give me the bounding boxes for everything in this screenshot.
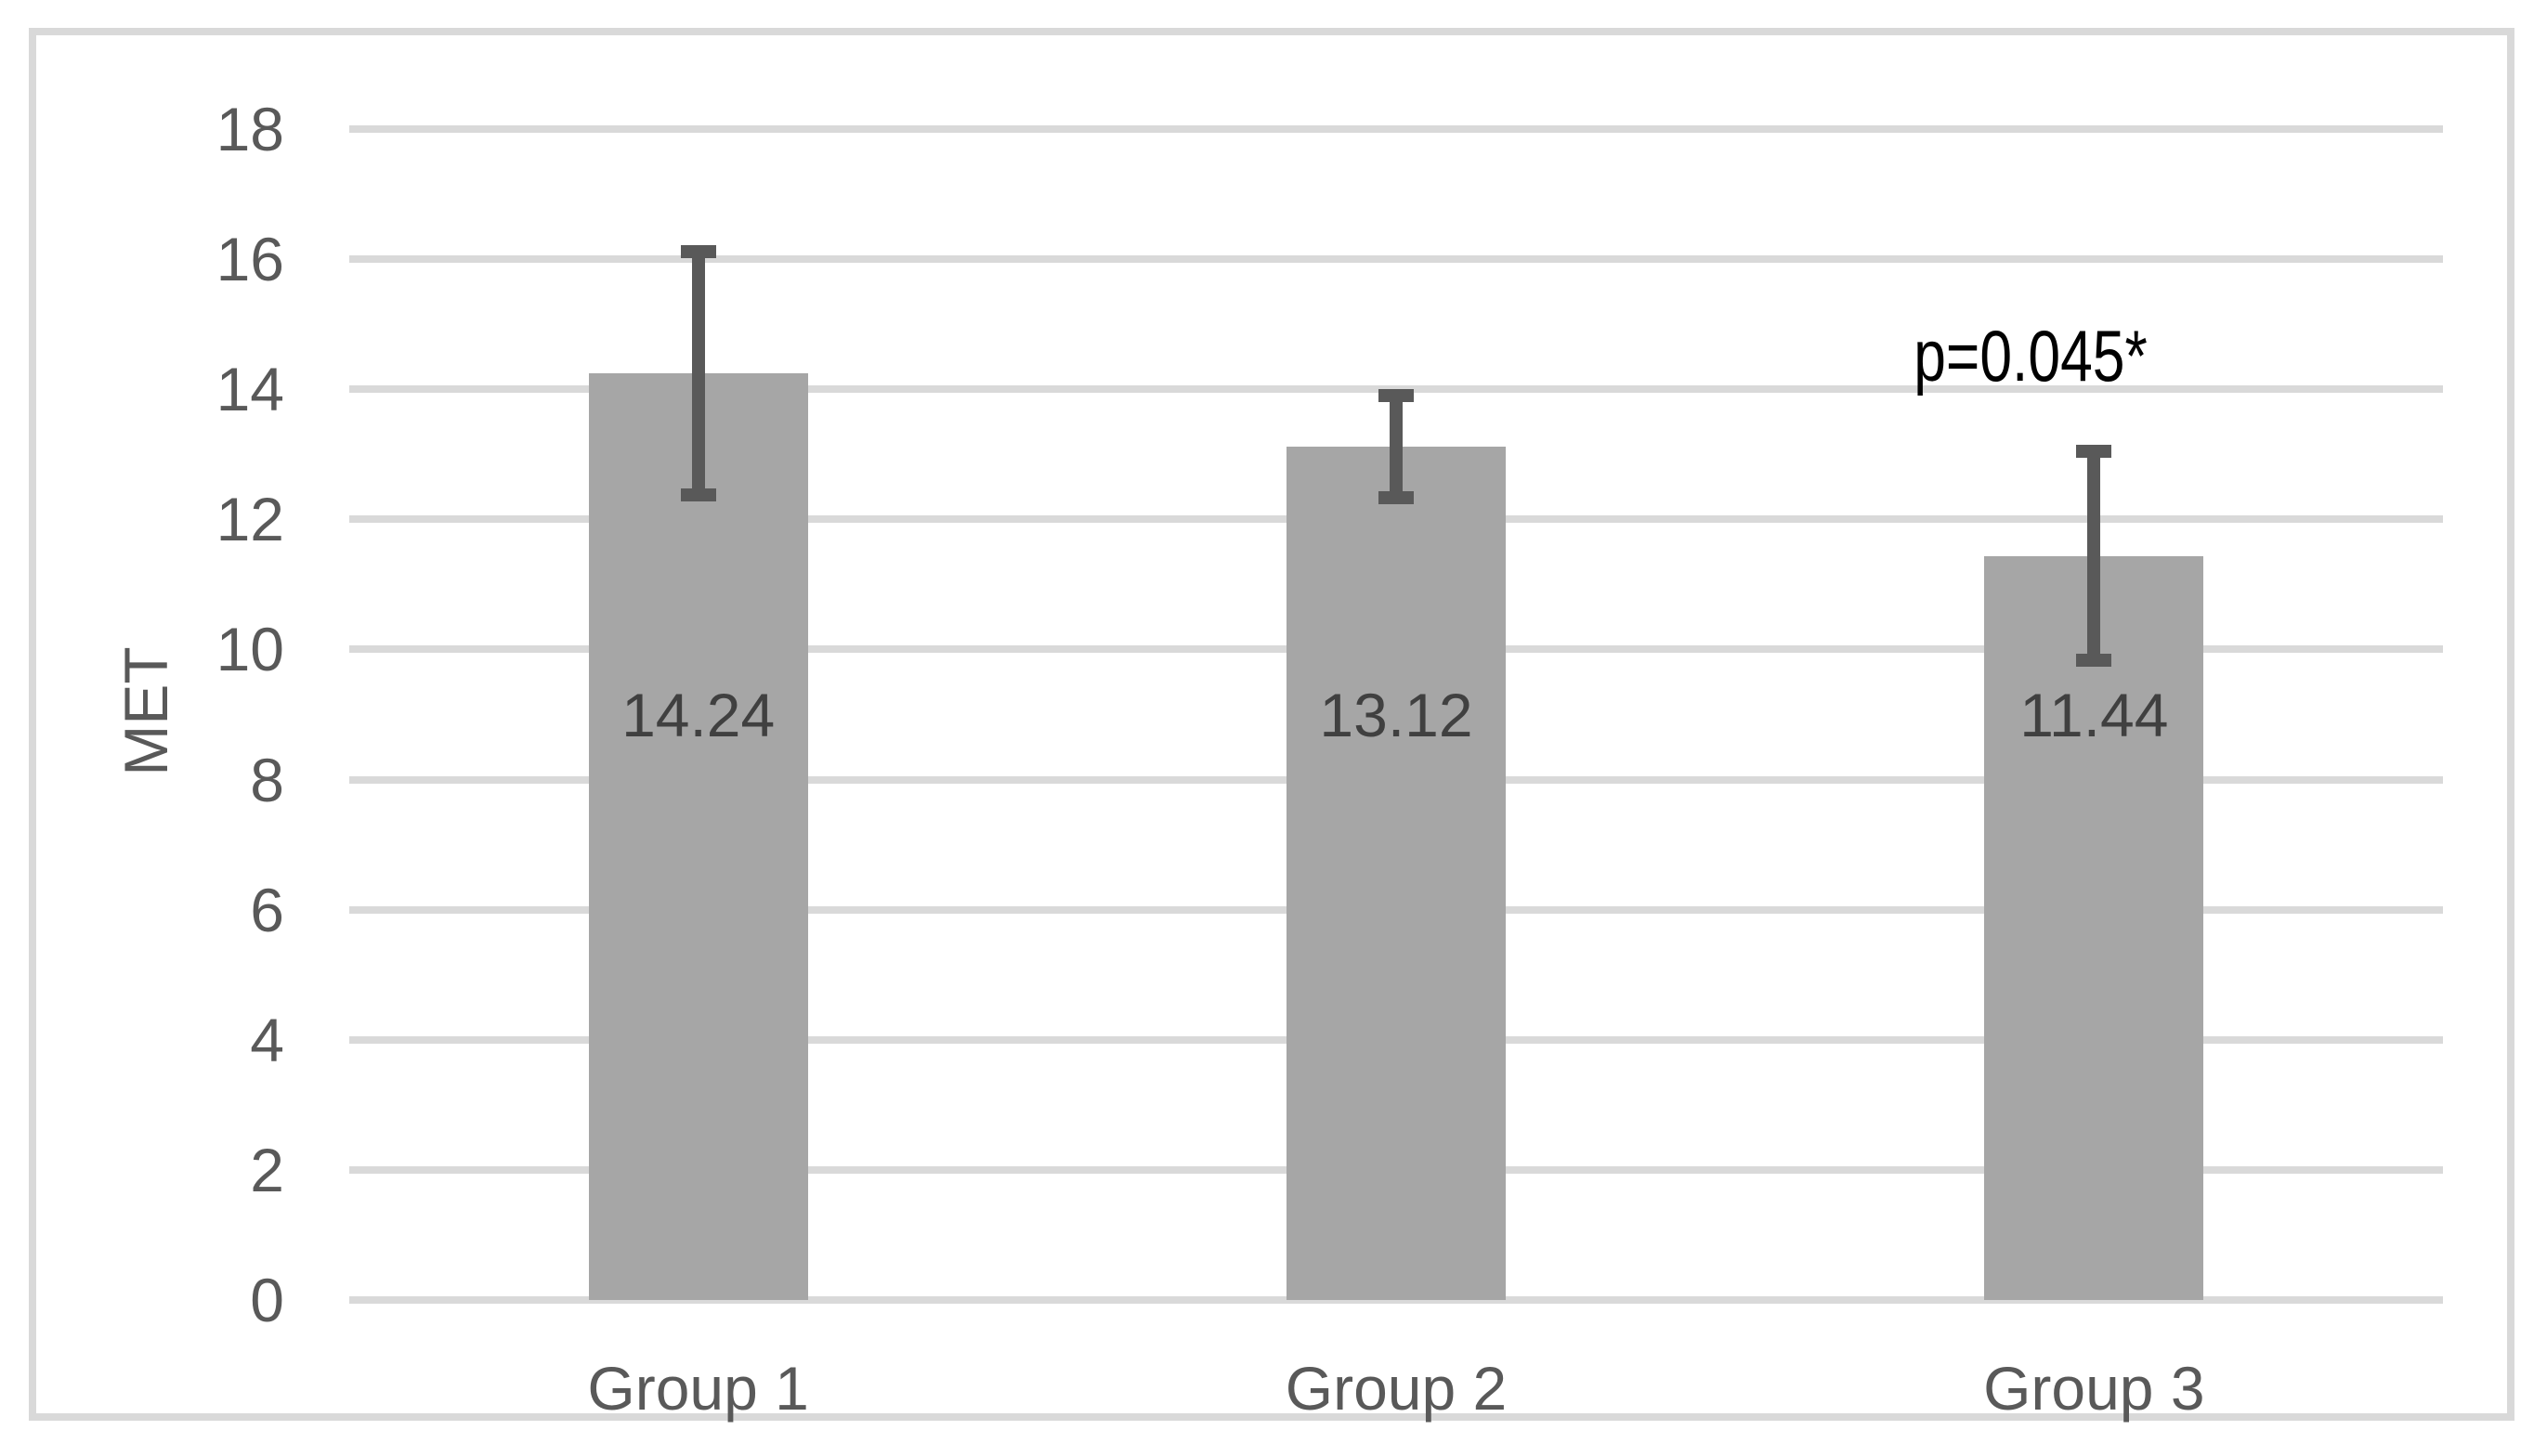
y-axis-title: MET (111, 646, 180, 776)
x-category-label: Group 3 (1983, 1354, 2205, 1423)
y-tick-label: 16 (216, 225, 284, 294)
y-tick-label: 4 (250, 1005, 284, 1074)
x-category-label: Group 1 (587, 1354, 809, 1423)
y-tick-label: 10 (216, 615, 284, 684)
error-bar-cap (680, 245, 716, 259)
gridline (349, 255, 2443, 264)
y-tick-label: 0 (250, 1266, 284, 1334)
x-axis-line (349, 1296, 2443, 1304)
error-bar-line (1390, 396, 1403, 498)
gridline (349, 125, 2443, 133)
error-bar-cap (1378, 490, 1414, 504)
bar-value-label: 11.44 (2019, 681, 2169, 749)
error-bar-cap (2076, 445, 2112, 459)
p-value-annotation: p=0.045* (1914, 315, 2148, 396)
y-tick-label: 8 (250, 745, 284, 814)
error-bar-cap (680, 488, 716, 502)
bar-group-1 (588, 373, 808, 1300)
error-bar-cap (2076, 653, 2112, 667)
error-bar-line (691, 252, 705, 496)
y-tick-label: 2 (250, 1135, 284, 1204)
error-bar-cap (1378, 389, 1414, 403)
x-category-label: Group 2 (1285, 1354, 1508, 1423)
y-tick-label: 18 (216, 95, 284, 163)
y-tick-label: 12 (216, 485, 284, 554)
bar-group-2 (1287, 446, 1506, 1300)
bar-group-3 (1984, 555, 2204, 1300)
bar-value-label: 14.24 (621, 681, 776, 749)
y-tick-label: 6 (250, 875, 284, 944)
bar-value-label: 13.12 (1319, 681, 1473, 749)
y-tick-label: 14 (216, 355, 284, 424)
error-bar-line (2087, 451, 2101, 660)
